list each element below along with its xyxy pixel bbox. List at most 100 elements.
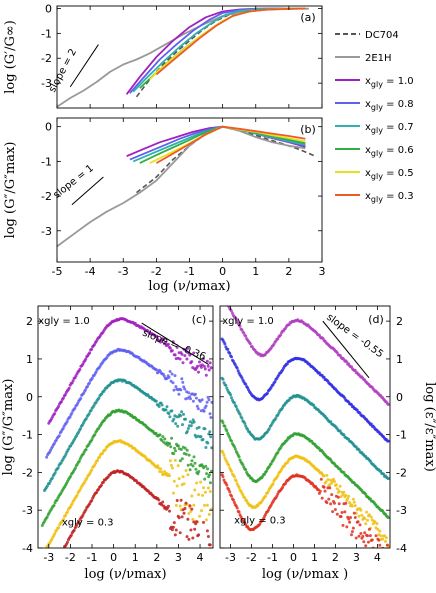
data-point xyxy=(67,386,71,390)
data-point xyxy=(78,367,82,371)
series-2 xyxy=(220,376,390,481)
x-tick-label: -5 xyxy=(52,265,63,278)
data-point xyxy=(164,341,167,344)
data-point xyxy=(179,388,183,392)
data-point xyxy=(174,503,178,507)
data-point xyxy=(386,439,390,443)
data-point xyxy=(90,468,94,472)
data-point xyxy=(191,464,195,468)
data-point xyxy=(57,434,61,438)
data-point xyxy=(226,347,230,351)
data-point xyxy=(353,368,357,372)
data-point xyxy=(204,558,207,561)
data-point xyxy=(231,498,235,502)
y-tick-label: 2 xyxy=(26,315,33,328)
data-point xyxy=(343,510,347,514)
data-point xyxy=(65,510,69,514)
data-point xyxy=(183,354,187,358)
data-point xyxy=(53,412,57,416)
data-point xyxy=(162,440,166,444)
data-point xyxy=(223,298,226,301)
data-point xyxy=(167,412,171,416)
data-point xyxy=(170,372,174,376)
data-point xyxy=(342,490,346,494)
data-point xyxy=(61,427,65,430)
data-point xyxy=(210,562,213,565)
x-tick-label: 3 xyxy=(175,551,182,564)
data-point xyxy=(172,388,176,392)
data-point xyxy=(364,522,368,526)
data-point xyxy=(209,435,213,439)
data-point xyxy=(178,531,182,535)
data-point xyxy=(222,294,225,297)
data-point xyxy=(358,523,362,527)
data-point xyxy=(195,520,199,524)
data-point xyxy=(180,457,184,461)
data-point xyxy=(84,388,87,392)
data-point xyxy=(190,507,194,511)
data-point xyxy=(203,427,207,431)
data-point xyxy=(365,510,369,514)
data-point xyxy=(171,381,175,385)
series-line-7 xyxy=(155,125,306,164)
data-point xyxy=(208,412,212,416)
legend-label: xgly = 0.8 xyxy=(365,99,414,112)
data-point xyxy=(186,517,190,521)
data-point xyxy=(339,495,343,499)
data-point xyxy=(208,430,212,434)
data-point xyxy=(69,533,73,537)
data-point xyxy=(178,504,182,508)
data-point xyxy=(237,455,241,459)
data-point xyxy=(230,355,233,359)
y-tick-label: 1 xyxy=(26,353,33,366)
data-point xyxy=(162,374,166,378)
data-point xyxy=(206,441,210,445)
data-point xyxy=(193,461,197,465)
data-point xyxy=(221,377,225,381)
data-point xyxy=(176,464,180,468)
series-5 xyxy=(62,469,213,565)
data-point xyxy=(184,469,188,472)
data-point xyxy=(75,493,79,497)
data-point xyxy=(225,483,229,487)
data-point xyxy=(234,405,238,409)
data-point xyxy=(203,477,207,481)
data-point xyxy=(184,501,188,505)
data-point xyxy=(193,527,197,531)
data-point xyxy=(384,539,387,543)
data-point xyxy=(90,347,94,351)
data-point xyxy=(97,396,101,400)
data-point xyxy=(325,473,329,477)
data-point xyxy=(203,503,206,507)
data-point xyxy=(209,481,212,485)
series-3 xyxy=(220,419,390,520)
data-point xyxy=(229,393,233,397)
data-point xyxy=(182,482,186,486)
slope-line xyxy=(71,176,104,206)
data-point xyxy=(271,482,275,486)
data-point xyxy=(177,477,181,481)
data-point xyxy=(197,370,200,374)
data-point xyxy=(53,532,57,536)
ticks-0: 0 -1 -2 -3 xyxy=(41,2,323,108)
data-point xyxy=(228,436,232,439)
data-point xyxy=(174,385,178,389)
data-point xyxy=(204,464,208,468)
data-point xyxy=(183,446,187,450)
data-point xyxy=(170,409,174,413)
data-point xyxy=(238,324,242,328)
data-point xyxy=(194,396,198,400)
data-point xyxy=(366,534,369,538)
data-point xyxy=(353,516,357,519)
data-point xyxy=(192,420,196,424)
data-point xyxy=(185,430,189,433)
data-point xyxy=(187,391,191,395)
data-point xyxy=(363,531,367,535)
data-point xyxy=(183,387,187,391)
data-point xyxy=(238,412,242,416)
data-point xyxy=(333,480,336,483)
series-0 xyxy=(47,317,213,425)
series-5 xyxy=(220,473,389,548)
data-point xyxy=(222,453,226,457)
data-point xyxy=(223,424,227,428)
